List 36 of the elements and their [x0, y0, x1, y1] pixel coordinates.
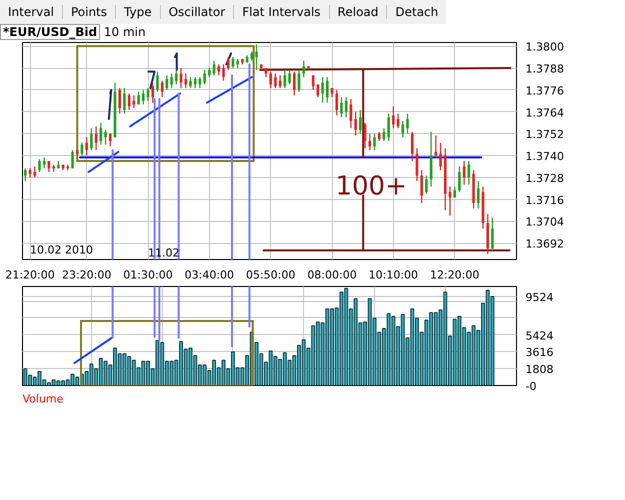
y-tick-label: 1.3704: [526, 216, 564, 229]
x-tick-label: 08:00:00: [307, 268, 357, 282]
y-tick-label: 1.3788: [526, 62, 564, 76]
text: Oscillator: [160, 5, 234, 19]
y-tick-label: 1.3800: [526, 40, 564, 54]
text: Detach: [386, 5, 446, 19]
x-tick-label: 03:40:00: [184, 268, 234, 282]
chart-title: *EUR/USD_Bid: [0, 24, 100, 40]
y-tick-label: 1.3752: [526, 128, 564, 142]
y-tick-label: 1.3776: [526, 84, 564, 98]
series-label: 100+: [335, 172, 407, 202]
y-tick-label: 1.3740: [526, 150, 564, 164]
x-tick-label: 23:20:00: [62, 268, 112, 282]
annotation: 11.02: [148, 246, 180, 260]
y-tick-label: 1.3692: [526, 238, 564, 251]
text: Reload: [328, 5, 386, 19]
y-tick-label: 1.3764: [526, 106, 564, 120]
y-tick-label: -0: [526, 380, 536, 393]
x-tick-label: 01:30:00: [123, 268, 173, 282]
y-tick-label: 1.3716: [526, 194, 564, 207]
y-tick-label: 5424: [526, 329, 554, 342]
text: Type: [115, 5, 160, 19]
chart-subtitle: 10 min: [104, 25, 146, 39]
y-tick-label: 3616: [526, 346, 554, 360]
y-tick-label: 1808: [526, 363, 554, 376]
y-tick-label: 9524: [526, 291, 554, 304]
text: Interval: [7, 5, 55, 19]
text: Volume: [22, 392, 64, 406]
x-tick-label: 12:20:00: [430, 268, 480, 282]
text: Points: [62, 5, 116, 19]
y-tick-label: 1.3728: [526, 172, 564, 185]
annotation: 10.02 2010: [30, 244, 94, 256]
x-tick-label: 05:50:00: [246, 268, 296, 282]
x-tick-label: 21:20:00: [5, 268, 55, 282]
x-tick-label: 10:10:00: [368, 268, 418, 282]
text: Flat Intervals: [233, 5, 329, 19]
